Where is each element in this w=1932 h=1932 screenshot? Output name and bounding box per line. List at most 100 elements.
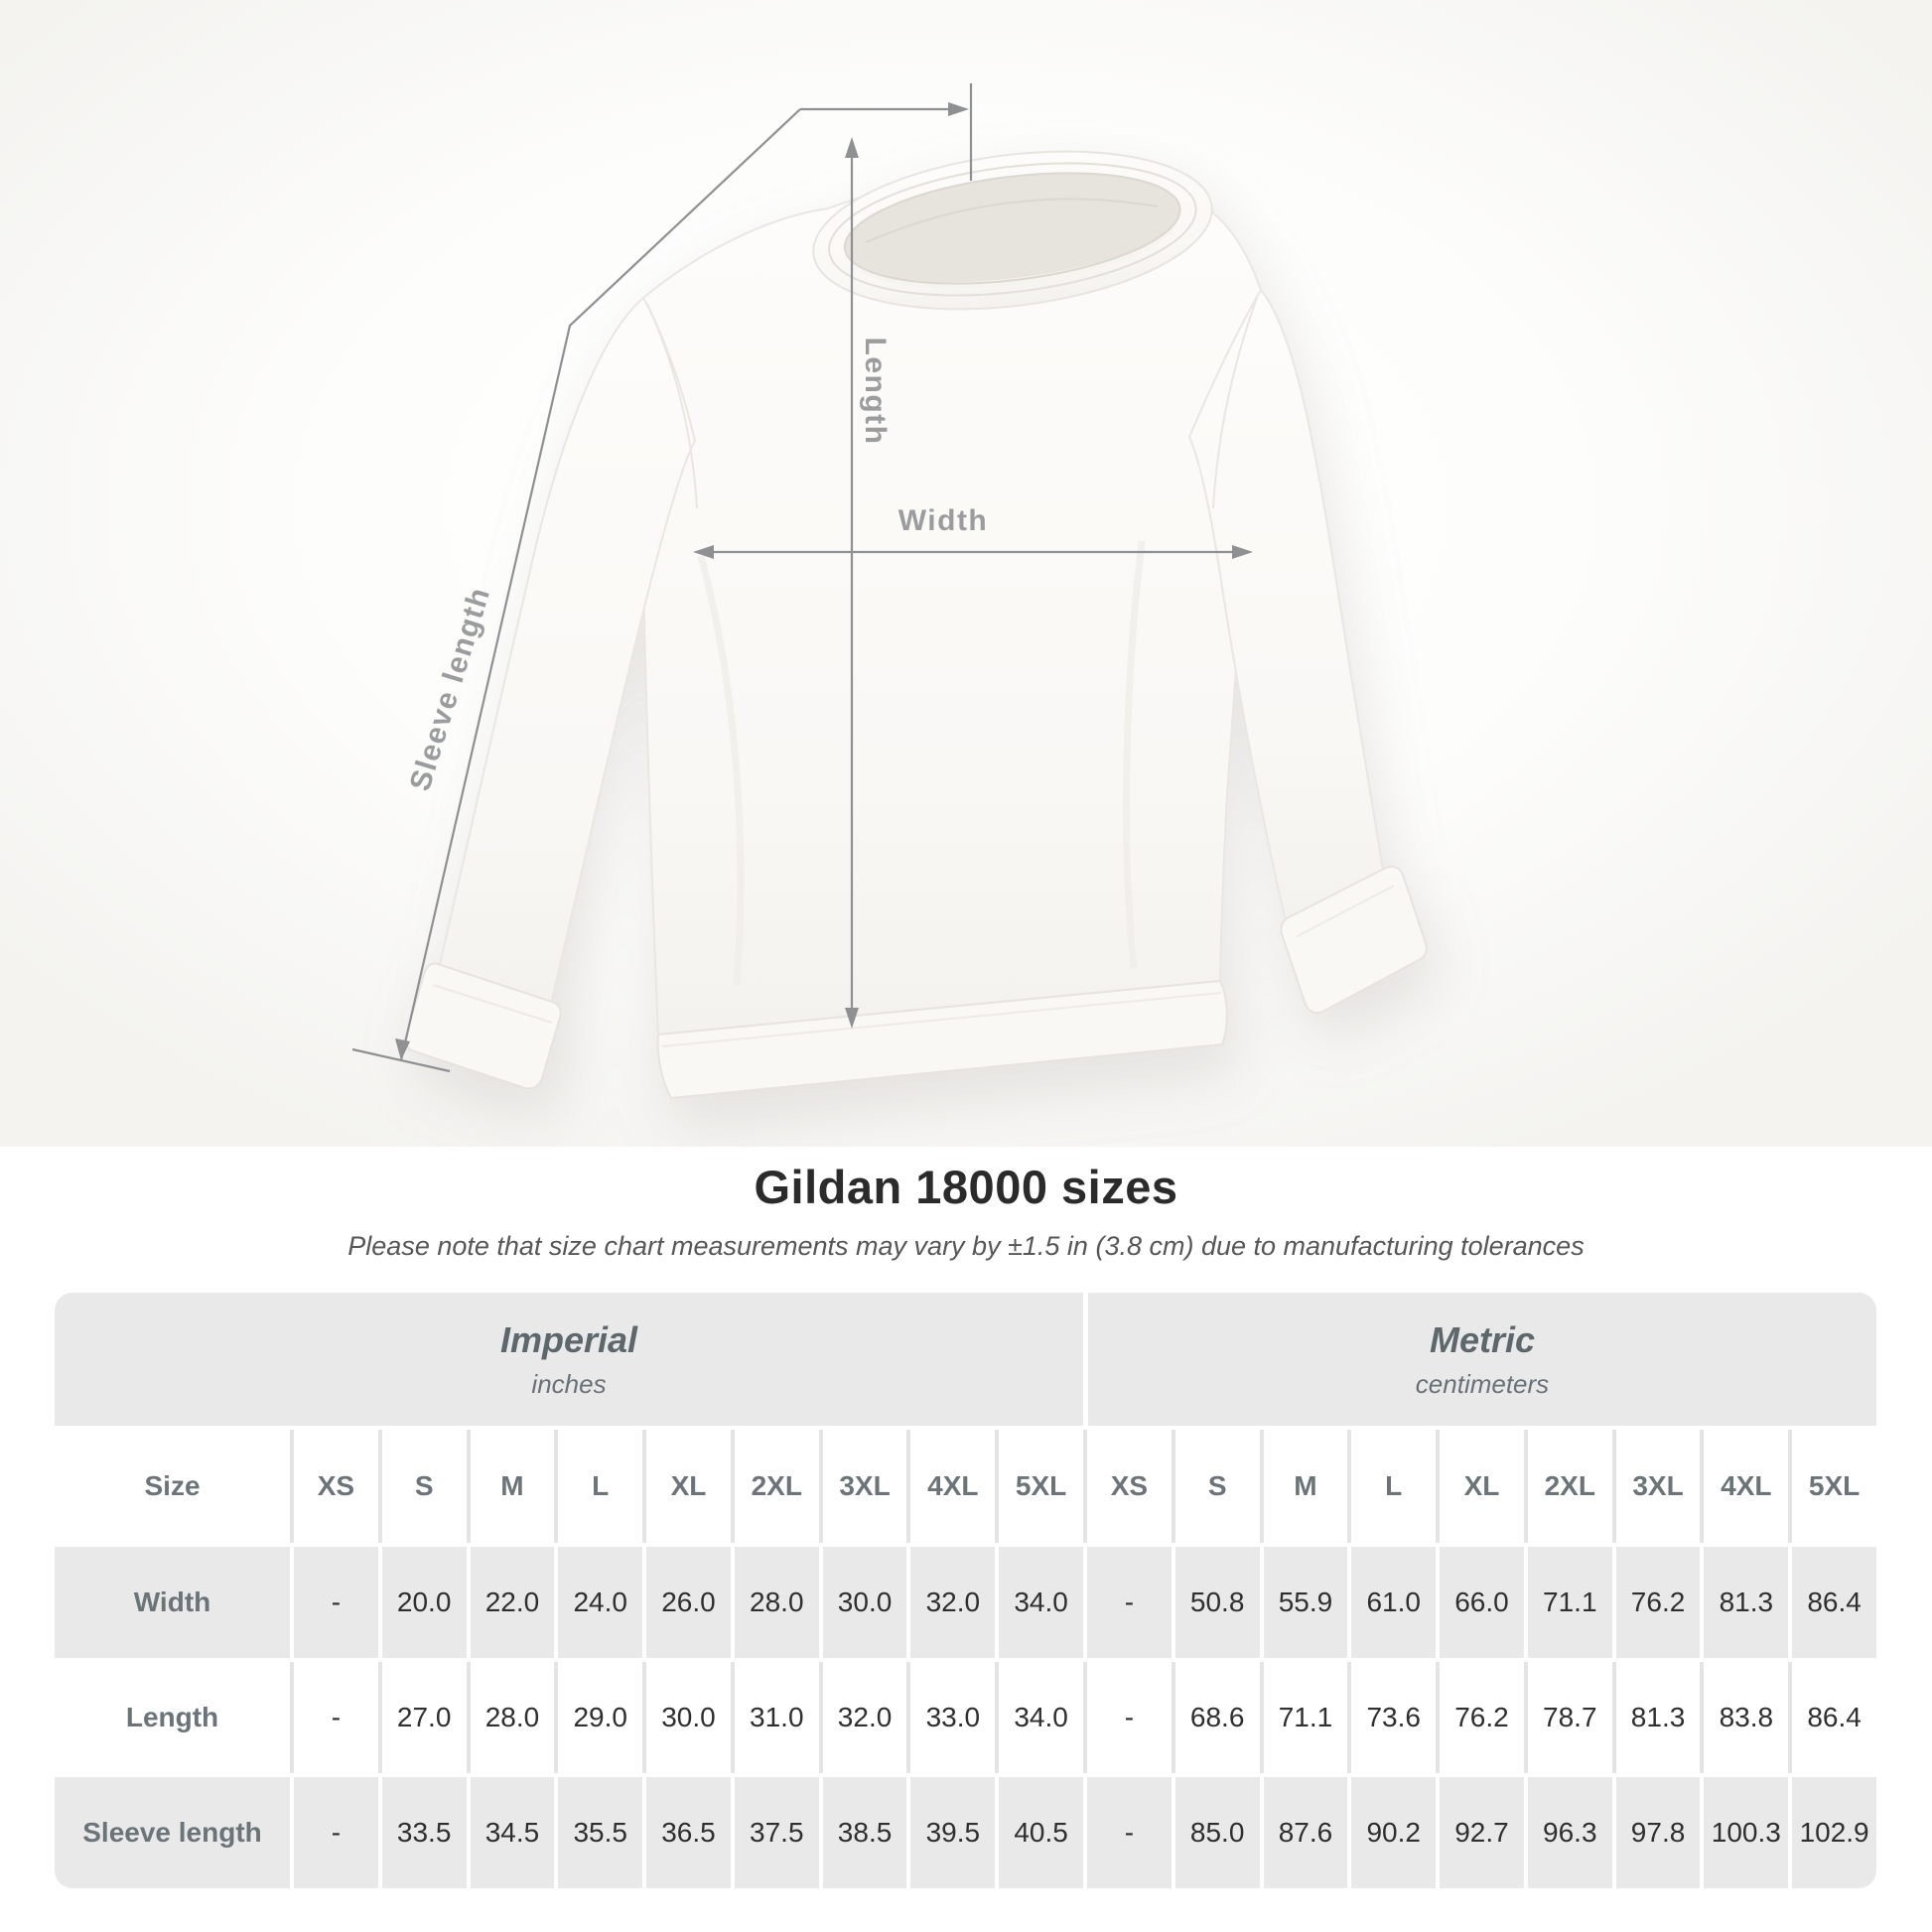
metric-value-cell: 78.7 — [1523, 1662, 1612, 1773]
imperial-size-header-cell: 4XL — [906, 1430, 996, 1543]
tolerance-note: Please note that size chart measurements… — [347, 1231, 1585, 1261]
metric-value-cell: 86.4 — [1788, 1662, 1876, 1773]
size-chart-table: Imperial inches Metric centimeters Size X… — [55, 1293, 1876, 1888]
metric-value-cell: 81.3 — [1611, 1662, 1701, 1773]
metric-value-cell: 71.1 — [1259, 1662, 1348, 1773]
imperial-group-unit: inches — [531, 1368, 607, 1399]
imperial-size-header-cell: M — [466, 1430, 555, 1543]
imperial-group-title: Imperial — [499, 1318, 638, 1360]
dimension-lines — [351, 83, 1239, 1073]
left-cuff — [404, 962, 562, 1090]
imperial-value-cell: 38.5 — [818, 1777, 907, 1888]
size-column-header: Size — [55, 1430, 290, 1543]
crewneck-collar — [812, 150, 1213, 311]
metric-size-header-cell: L — [1347, 1430, 1437, 1543]
imperial-value-cell: 26.0 — [642, 1547, 731, 1658]
imperial-value-cell: 35.5 — [554, 1777, 643, 1888]
imperial-value-cell: 40.5 — [995, 1777, 1083, 1888]
metric-value-cell: 102.9 — [1788, 1777, 1876, 1888]
hem-band — [656, 979, 1228, 1100]
imperial-value-cell: 34.5 — [466, 1777, 555, 1888]
imperial-value-cell: 31.0 — [730, 1662, 819, 1773]
metric-value-cell: 71.1 — [1523, 1547, 1612, 1658]
imperial-value-cell: 22.0 — [466, 1547, 555, 1658]
metric-value-cell: 61.0 — [1347, 1547, 1437, 1658]
imperial-value-cell: 33.0 — [906, 1662, 996, 1773]
metric-value-cell: 76.2 — [1611, 1547, 1701, 1658]
length-dimension-label: Length — [859, 337, 892, 446]
imperial-value-cell: 28.0 — [466, 1662, 555, 1773]
imperial-size-header-cell: 5XL — [995, 1430, 1083, 1543]
imperial-size-header-cell: XL — [642, 1430, 731, 1543]
metric-group-unit: centimeters — [1415, 1368, 1550, 1399]
imperial-value-cell: 20.0 — [377, 1547, 467, 1658]
metric-value-cell: 86.4 — [1788, 1547, 1876, 1658]
left-sleeve — [437, 296, 697, 1009]
metric-value-cell: 50.8 — [1171, 1547, 1260, 1658]
imperial-value-cell: 29.0 — [554, 1662, 643, 1773]
sweatshirt — [404, 150, 1428, 1100]
row-label: Sleeve length — [55, 1777, 290, 1888]
measurement-row-sleeve-length: Sleeve length -33.5 34.5 35.5 36.5 37.5 38.5 39… — [55, 1777, 1876, 1888]
metric-value-cell: 68.6 — [1171, 1662, 1260, 1773]
measurement-row-width: Width -20.0 22.0 24.0 26.0 28.0 30.0 32.0 34.0-5… — [55, 1547, 1876, 1658]
imperial-size-header-cell: S — [377, 1430, 467, 1543]
metric-value-cell: 76.2 — [1436, 1662, 1524, 1773]
row-label: Length — [55, 1662, 290, 1773]
imperial-value-cell: 33.5 — [377, 1777, 467, 1888]
metric-value-cell: - — [1083, 1662, 1172, 1773]
imperial-value-cell: - — [290, 1777, 378, 1888]
measurement-rows: Width -20.0 22.0 24.0 26.0 28.0 30.0 32.0 34.0-5… — [55, 1547, 1876, 1888]
imperial-size-header-cell: L — [554, 1430, 643, 1543]
imperial-value-cell: 39.5 — [906, 1777, 996, 1888]
metric-size-header-cell: S — [1171, 1430, 1260, 1543]
metric-value-cell: 97.8 — [1611, 1777, 1701, 1888]
imperial-size-header-cell: 3XL — [818, 1430, 907, 1543]
imperial-value-cell: 37.5 — [730, 1777, 819, 1888]
metric-value-cell: 96.3 — [1523, 1777, 1612, 1888]
dimension-arrowheads — [395, 102, 1253, 1060]
unit-group-header-row: Imperial inches Metric centimeters — [55, 1293, 1876, 1426]
imperial-value-cell: 28.0 — [730, 1547, 819, 1658]
imperial-value-cell: 30.0 — [818, 1547, 907, 1658]
metric-value-cell: - — [1083, 1777, 1172, 1888]
imperial-value-cell: 34.0 — [995, 1662, 1083, 1773]
imperial-size-header-cell: 2XL — [730, 1430, 819, 1543]
metric-size-header-cell: 3XL — [1611, 1430, 1701, 1543]
metric-value-cell: 85.0 — [1171, 1777, 1260, 1888]
metric-value-cell: 66.0 — [1436, 1547, 1524, 1658]
imperial-value-cell: 32.0 — [906, 1547, 996, 1658]
imperial-value-cell: - — [290, 1547, 378, 1658]
imperial-value-cell: - — [290, 1662, 378, 1773]
metric-value-cell: 55.9 — [1259, 1547, 1348, 1658]
imperial-value-cell: 34.0 — [995, 1547, 1083, 1658]
sweatshirt-illustration — [351, 83, 1428, 1100]
width-dimension-label: Width — [897, 504, 989, 537]
metric-value-cell: 92.7 — [1436, 1777, 1524, 1888]
imperial-group-header: Imperial inches — [55, 1293, 1083, 1426]
measurement-row-length: Length -27.0 28.0 29.0 30.0 31.0 32.0 33.0 34.0-… — [55, 1662, 1876, 1773]
metric-value-cell: - — [1083, 1547, 1172, 1658]
metric-group-title: Metric — [1429, 1318, 1536, 1360]
metric-value-cell: 81.3 — [1700, 1547, 1789, 1658]
row-label: Width — [55, 1547, 290, 1658]
right-sleeve — [1187, 288, 1386, 927]
imperial-value-cell: 30.0 — [642, 1662, 731, 1773]
metric-size-header-cell: XS — [1083, 1430, 1172, 1543]
metric-value-cell: 73.6 — [1347, 1662, 1437, 1773]
imperial-value-cell: 24.0 — [554, 1547, 643, 1658]
metric-value-cell: 87.6 — [1259, 1777, 1348, 1888]
page-title: Gildan 18000 sizes — [754, 1161, 1178, 1213]
right-cuff — [1280, 865, 1428, 1015]
imperial-value-cell: 36.5 — [642, 1777, 731, 1888]
metric-size-header-cell: M — [1259, 1430, 1348, 1543]
sleeve-dimension-line — [399, 108, 801, 1061]
imperial-size-header-cell: XS — [290, 1430, 378, 1543]
imperial-value-cell: 32.0 — [818, 1662, 907, 1773]
metric-size-header-cell: XL — [1436, 1430, 1524, 1543]
size-header-row: Size XS S M L XL 2XL 3XL 4XL 5XL XS S M L XL 2XL 3XL 4XL 5… — [55, 1430, 1876, 1543]
metric-group-header: Metric centimeters — [1083, 1293, 1876, 1426]
metric-value-cell: 100.3 — [1700, 1777, 1789, 1888]
metric-size-header-cell: 2XL — [1523, 1430, 1612, 1543]
metric-value-cell: 90.2 — [1347, 1777, 1437, 1888]
